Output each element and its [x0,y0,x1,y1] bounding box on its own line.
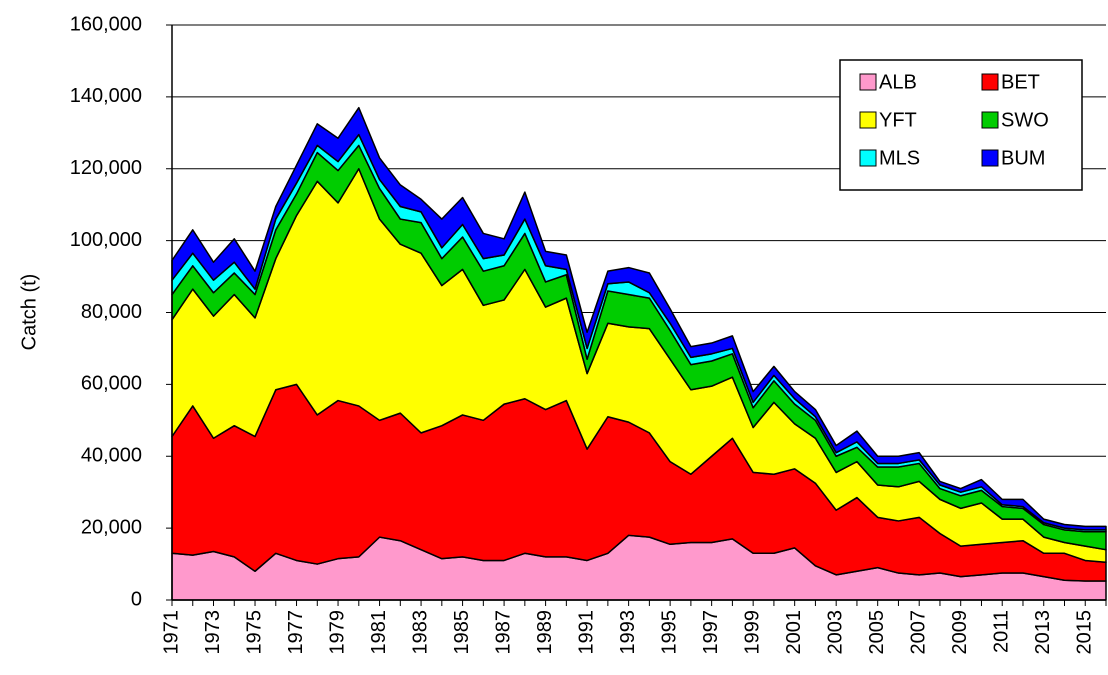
y-tick-label: 120,000 [70,157,142,179]
legend-swatch [981,149,999,167]
legend-swatch [981,111,999,129]
y-tick-label: 60,000 [81,373,142,395]
y-tick-label: 40,000 [81,445,142,467]
y-tick-label: 160,000 [70,13,142,35]
x-tick-label: 1971 [160,610,182,655]
x-tick-label: 1979 [326,610,348,655]
legend-label: YFT [879,109,917,131]
x-tick-label: 1995 [658,610,680,655]
x-tick-label: 2003 [824,610,846,655]
legend-label: MLS [879,147,920,169]
y-tick-label: 20,000 [81,516,142,538]
x-tick-label: 1997 [700,610,722,655]
legend-swatch [859,149,877,167]
y-tick-label: 80,000 [81,301,142,323]
legend-swatch [981,73,999,91]
legend-box [839,59,1083,191]
legend-label: ALB [879,71,917,93]
x-tick-label: 1977 [285,610,307,655]
x-tick-label: 2007 [907,610,929,655]
x-tick-label: 1999 [741,610,763,655]
x-tick-label: 1983 [409,610,431,655]
legend-label: SWO [1001,109,1049,131]
x-tick-label: 1993 [617,610,639,655]
legend: ALB BET YFT SWO MLS BUM [839,59,1083,191]
x-tick-label: 1989 [534,610,556,655]
x-tick-label: 2011 [991,610,1013,653]
y-tick-label: 0 [131,588,142,610]
x-tick-label: 2015 [1074,610,1096,655]
x-tick-label: 2013 [1032,610,1054,655]
y-axis-label: Catch (t) [18,274,40,351]
x-tick-label: 2005 [866,610,888,655]
x-tick-label: 2001 [783,610,805,655]
legend-label: BUM [1001,147,1045,169]
y-tick-label: 100,000 [70,229,142,251]
x-tick-label: 1975 [243,610,265,655]
x-tick-label: 2009 [949,610,971,655]
area [171,106,1107,531]
x-tick-label: 1985 [451,610,473,655]
legend-label: BET [1001,71,1040,93]
x-tick-label: 1991 [575,610,597,655]
x-tick-label: 1987 [492,610,514,655]
x-tick-label: 1981 [368,610,390,655]
x-tick-label: 1973 [202,610,224,655]
legend-swatch [859,111,877,129]
y-tick-label: 140,000 [70,85,142,107]
legend-swatch [859,73,877,91]
